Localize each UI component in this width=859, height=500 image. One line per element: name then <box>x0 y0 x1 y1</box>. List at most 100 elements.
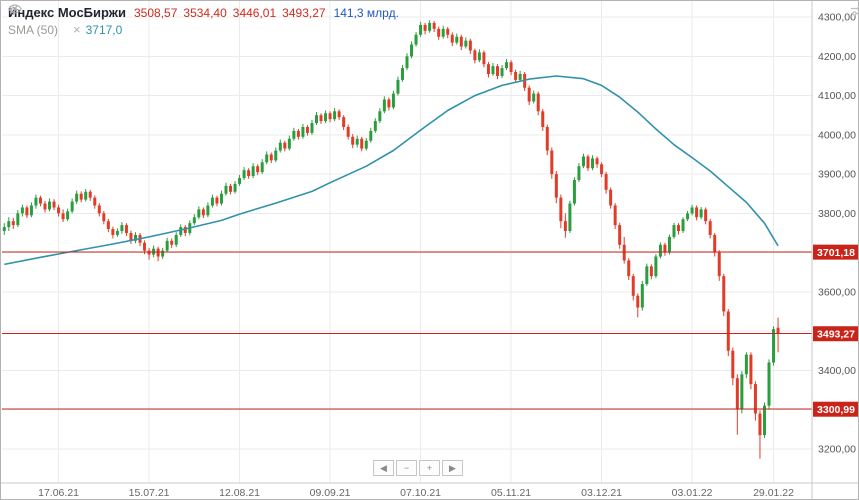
candle <box>753 381 757 421</box>
candle <box>269 152 273 164</box>
candle <box>197 206 201 220</box>
candle <box>419 21 423 37</box>
candle <box>667 234 671 255</box>
candle <box>152 245 156 258</box>
candle <box>324 110 328 124</box>
svg-text:4000,00: 4000,00 <box>818 129 856 141</box>
svg-text:4200,00: 4200,00 <box>818 51 856 63</box>
instrument-row: Индекс МосБиржи 3508,57 3534,40 3446,01 3493… <box>8 4 399 22</box>
candle <box>550 147 554 179</box>
candle <box>43 200 47 213</box>
candle <box>749 352 753 390</box>
svg-text:05.11.21: 05.11.21 <box>491 487 531 499</box>
candle <box>600 162 604 178</box>
candle <box>410 41 414 59</box>
candle <box>772 326 776 366</box>
candle <box>677 223 681 235</box>
candle <box>165 237 169 253</box>
candle <box>260 159 264 175</box>
candle <box>500 64 504 78</box>
candle <box>364 137 368 151</box>
candle <box>523 72 527 91</box>
svg-text:3300,99: 3300,99 <box>817 404 855 416</box>
candle <box>84 189 88 202</box>
candle <box>387 97 391 111</box>
candle <box>75 190 79 204</box>
candle <box>455 33 459 45</box>
candle <box>120 221 124 234</box>
candle <box>38 195 42 207</box>
candle <box>505 59 509 71</box>
zoom-out-button[interactable]: − <box>396 460 417 476</box>
candle <box>414 32 418 47</box>
candle <box>360 136 364 152</box>
remove-indicator-icon[interactable]: × <box>73 22 81 37</box>
indicator-value: 3717,0 <box>85 23 123 37</box>
date-axis[interactable]: 17.06.21 15.07.21 12.08.21 09.09.21 07.10.21… <box>38 487 794 499</box>
candle <box>740 371 744 414</box>
candle <box>382 96 386 114</box>
candle <box>256 164 260 175</box>
candle <box>296 128 300 140</box>
candle <box>663 242 667 256</box>
candle <box>423 22 427 35</box>
candle <box>541 108 545 131</box>
svg-text:17.06.21: 17.06.21 <box>38 487 79 499</box>
sma-line <box>4 75 779 266</box>
candle <box>464 37 468 49</box>
candle <box>29 202 33 218</box>
candle <box>106 218 110 233</box>
candle <box>649 264 653 280</box>
instrument-title[interactable]: Индекс МосБиржи <box>8 5 126 20</box>
candle <box>242 167 246 180</box>
candle <box>292 127 296 141</box>
svg-text:3493,27: 3493,27 <box>817 329 855 341</box>
candle <box>70 198 74 214</box>
candle <box>278 139 282 153</box>
candle <box>559 194 563 229</box>
candle <box>545 124 549 156</box>
candle <box>210 194 214 208</box>
candle <box>686 210 690 222</box>
candle <box>174 232 178 248</box>
price-axis[interactable]: 4300,00 4200,00 4100,00 4000,00 3900,00 3800,… <box>818 12 856 456</box>
candle <box>486 61 490 78</box>
scroll-left-button[interactable]: ◀ <box>373 460 394 476</box>
candle <box>640 280 644 311</box>
candle <box>613 203 617 230</box>
candle <box>7 217 11 232</box>
candle <box>428 20 432 33</box>
candle <box>66 208 70 222</box>
svg-text:4300,00: 4300,00 <box>818 12 856 24</box>
candle <box>586 154 590 171</box>
candle <box>468 38 472 54</box>
svg-text:3600,00: 3600,00 <box>818 286 856 298</box>
candle <box>369 127 373 143</box>
candle <box>247 168 251 179</box>
candle <box>192 214 196 226</box>
candle <box>482 50 486 68</box>
candle <box>726 309 730 357</box>
candle <box>568 200 572 233</box>
candle <box>97 203 101 217</box>
candle <box>532 90 536 104</box>
svg-text:3701,18: 3701,18 <box>817 247 855 259</box>
candle <box>536 91 540 116</box>
candle <box>274 147 278 163</box>
candle <box>287 135 291 151</box>
candle <box>115 228 119 237</box>
scroll-right-button[interactable]: ▶ <box>442 460 463 476</box>
svg-text:09.09.21: 09.09.21 <box>310 487 351 499</box>
candle <box>735 374 739 435</box>
candle <box>437 26 441 40</box>
zoom-in-button[interactable]: + <box>419 460 440 476</box>
candle <box>79 191 83 203</box>
chart-legend: Индекс МосБиржи 3508,57 3534,40 3446,01 3493… <box>8 4 399 38</box>
candle <box>654 254 658 279</box>
candle <box>572 177 576 206</box>
svg-text:4100,00: 4100,00 <box>818 90 856 102</box>
ohlc-open: 3508,57 <box>134 6 178 20</box>
candle <box>34 194 38 209</box>
